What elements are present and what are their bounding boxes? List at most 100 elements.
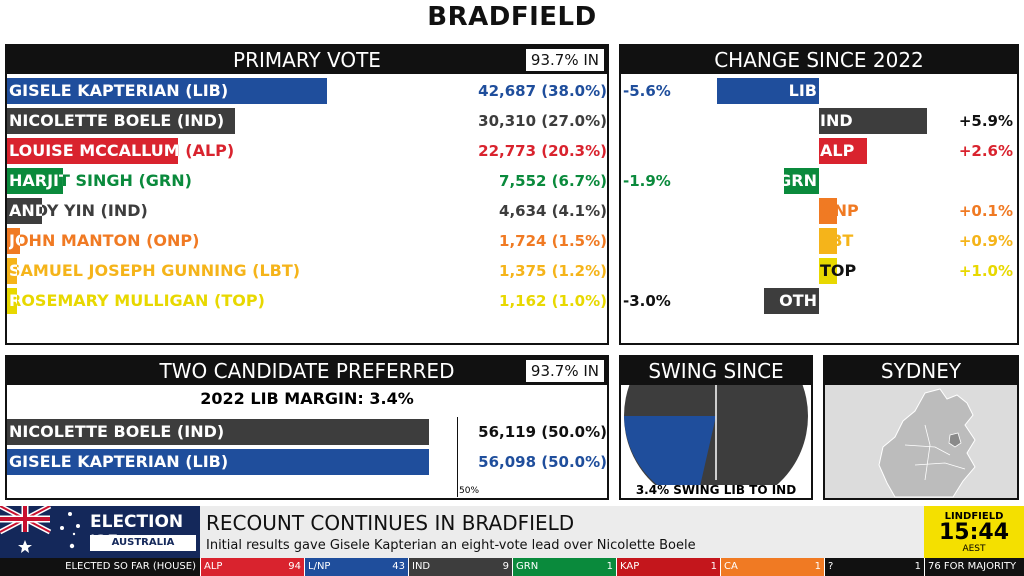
primary-row: HARJIT SINGH (GRN)HARJIT SINGH (GRN)7,55… [7, 168, 607, 194]
tcp-row: NICOLETTE BOELE (IND) 56,119 (50.0%) [7, 419, 607, 445]
tally-label: ELECTED SO FAR (HOUSE) [0, 558, 200, 576]
change-bar [819, 228, 837, 254]
tally-count: 94 [288, 561, 301, 572]
candidate-vote-value: 1,162 (1.0%) [499, 292, 607, 310]
tcp-candidate-name: NICOLETTE BOELE (IND) [9, 422, 225, 441]
change-party-label: ALP [820, 141, 855, 160]
primary-bar [7, 228, 20, 254]
primary-bar [7, 198, 42, 224]
tcp-bar [7, 449, 429, 475]
candidate-vote-value: 30,310 (27.0%) [478, 112, 607, 130]
tcp-row: GISELE KAPTERIAN (LIB) 56,098 (50.0%) [7, 449, 607, 475]
primary-row: GISELE KAPTERIAN (LIB) GISELE KAPTERIAN (… [7, 78, 607, 104]
change-party-label: IND [820, 111, 853, 130]
candidate-vote-value: 1,724 (1.5%) [499, 232, 607, 250]
swing-since-2022-panel: SWING SINCE 2022 3.4% SWING LIB TO IND [619, 355, 813, 500]
candidate-name: HARJIT SINGH (GRN) [9, 171, 192, 190]
change-value: +0.9% [958, 232, 1013, 250]
map-inner-borders [904, 424, 966, 481]
tally-segment-ca: CA 1 [720, 558, 824, 576]
change-party-label: LIB [788, 81, 817, 100]
swing-pie-lib-slice [624, 416, 716, 485]
sydney-map [825, 385, 1017, 498]
candidate-name: ANDY YIN (IND) [9, 201, 148, 220]
tally-segment-grn: GRN 1 [512, 558, 616, 576]
tally-party: IND [412, 561, 431, 572]
tally-party: L/NP [308, 561, 331, 572]
primary-vote-header: PRIMARY VOTE 93.7% IN [7, 46, 607, 74]
clock-timezone: AEST [962, 544, 986, 554]
candidate-name: LOUISE MCCALLUM (ALP) [9, 141, 235, 160]
change-value: +5.9% [958, 112, 1013, 130]
tcp-vote-value: 56,119 (50.0%) [478, 423, 607, 441]
candidate-name: JOHN MANTON (ONP) [9, 231, 200, 250]
primary-bar [7, 258, 18, 284]
change-value: +0.1% [958, 202, 1013, 220]
tally-count: 1 [914, 561, 921, 572]
primary-vote-panel: PRIMARY VOTE 93.7% IN GISELE KAPTERIAN (… [5, 44, 609, 345]
ticker-subline: Initial results gave Gisele Kapterian an… [206, 538, 696, 553]
map-metro-region [878, 388, 976, 498]
tcp-vote-value: 56,098 (50.0%) [478, 453, 607, 471]
tally-segment-: ? 1 [824, 558, 924, 576]
swing-pie [624, 385, 808, 485]
primary-counted-badge: 93.7% IN [525, 49, 604, 71]
swing-caption: 3.4% SWING LIB TO IND [635, 483, 797, 497]
change-value: -3.0% [623, 292, 671, 310]
candidate-name-overlay: NICOLETTE BOELE (IND) [9, 111, 225, 130]
candidate-name-overlay: JOHN MANTON (ONP) [9, 231, 20, 250]
change-value: +1.0% [958, 262, 1013, 280]
candidate-vote-value: 4,634 (4.1%) [499, 202, 607, 220]
logo-block: ELECTION '25 AUSTRALIA DECIDES [0, 506, 200, 564]
change-bar [716, 78, 819, 104]
change-bar [784, 168, 819, 194]
change-party-label: OTH [779, 291, 817, 310]
tcp-candidate-name: GISELE KAPTERIAN (LIB) [9, 452, 229, 471]
tally-party: CA [724, 561, 738, 572]
change-value: -1.9% [623, 172, 671, 190]
candidate-name-overlay: HARJIT SINGH (GRN) [9, 171, 63, 190]
tally-count: 1 [606, 561, 613, 572]
clock-box: LINDFIELD 15:44 AEST [924, 506, 1024, 558]
primary-row: ANDY YIN (IND)ANDY YIN (IND)4,634 (4.1%) [7, 198, 607, 224]
tcp-bar [7, 419, 429, 445]
primary-row: SAMUEL JOSEPH GUNNING (LBT)SAMUEL JOSEPH… [7, 258, 607, 284]
tally-segment-kap: KAP 1 [616, 558, 720, 576]
tcp-header: TWO CANDIDATE PREFERRED 93.7% IN [7, 357, 607, 385]
primary-row: LOUISE MCCALLUM (ALP)LOUISE MCCALLUM (AL… [7, 138, 607, 164]
australian-flag-icon [0, 506, 86, 558]
tally-label-text: ELECTED SO FAR (HOUSE) [65, 561, 196, 572]
primary-row: NICOLETTE BOELE (IND) NICOLETTE BOELE (IN… [7, 108, 607, 134]
change-since-2022-panel: CHANGE SINCE 2022 LIB -5.6% IND +5.9% ALP +2.… [619, 44, 1019, 345]
ticker-headline: RECOUNT CONTINUES IN BRADFIELD [206, 511, 575, 535]
map-panel: SYDNEY [823, 355, 1019, 500]
candidate-name: SAMUEL JOSEPH GUNNING (LBT) [9, 261, 301, 280]
candidate-name: NICOLETTE BOELE (IND) [9, 111, 225, 130]
change-value: +2.6% [958, 142, 1013, 160]
primary-bar [7, 78, 328, 104]
primary-bar [7, 168, 64, 194]
primary-vote-title: PRIMARY VOTE [233, 48, 381, 72]
primary-bar [7, 108, 235, 134]
logo-australia-decides: AUSTRALIA DECIDES [90, 535, 196, 564]
change-bar [819, 108, 927, 134]
tcp-counted-badge: 93.7% IN [525, 360, 604, 382]
majority-label: 76 FOR MAJORITY [924, 558, 1024, 576]
change-party-label: TOP [820, 261, 857, 280]
clock-location: LINDFIELD [944, 511, 1004, 522]
change-party-label: LBT [820, 231, 854, 250]
clock-time: 15:44 [938, 520, 1010, 545]
tcp-title: TWO CANDIDATE PREFERRED [159, 359, 455, 383]
candidate-name-overlay: ANDY YIN (IND) [9, 201, 42, 220]
tally-party: GRN [516, 561, 539, 572]
change-bar [764, 288, 819, 314]
two-candidate-preferred-panel: TWO CANDIDATE PREFERRED 93.7% IN 2022 LI… [5, 355, 609, 500]
change-bar [819, 258, 838, 284]
candidate-vote-value: 42,687 (38.0%) [478, 82, 607, 100]
tally-party: ? [828, 561, 834, 572]
candidate-vote-value: 1,375 (1.2%) [499, 262, 607, 280]
swing-header: SWING SINCE 2022 [621, 357, 811, 411]
majority-label-text: 76 FOR MAJORITY [928, 561, 1017, 572]
tcp-margin: 2022 LIB MARGIN: 3.4% [200, 389, 414, 408]
change-party-label: ONP [820, 201, 859, 220]
